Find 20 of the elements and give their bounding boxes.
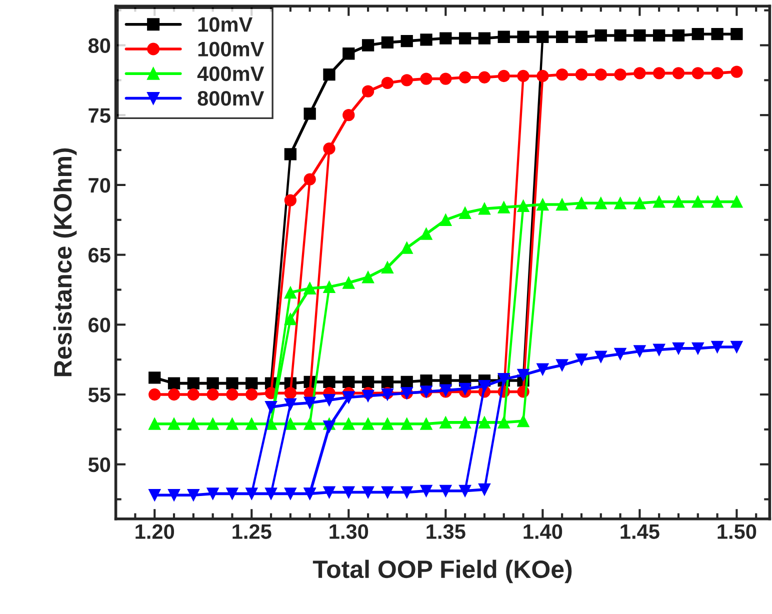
y-tick-label: 65 [88,248,110,263]
y-axis-title: Resistance (KOhm) [53,148,77,376]
legend-label: 100mV [198,42,264,56]
y-tick-label: 70 [88,178,110,193]
y-tick-label: 75 [88,108,110,123]
legend-label: 800mV [198,90,264,106]
y-tick-label: 55 [88,388,110,402]
x-tick-label: 1.30 [330,524,368,540]
x-tick-label: 1.20 [136,524,174,539]
x-tick-label: 1.25 [232,524,272,539]
x-tick-label: 1.35 [426,524,466,540]
legend-label: 10mV [198,17,252,32]
y-tick-label: 80 [88,38,110,54]
x-tick-label: 1.50 [718,524,756,539]
x-axis-title: Total OOP Field (KOe) [312,560,572,584]
x-tick-label: 1.40 [524,524,562,539]
legend-label: 400mV [197,66,264,82]
y-tick-label: 50 [88,457,110,472]
x-tick-label: 1.45 [620,524,660,539]
y-tick-label: 60 [88,318,110,332]
